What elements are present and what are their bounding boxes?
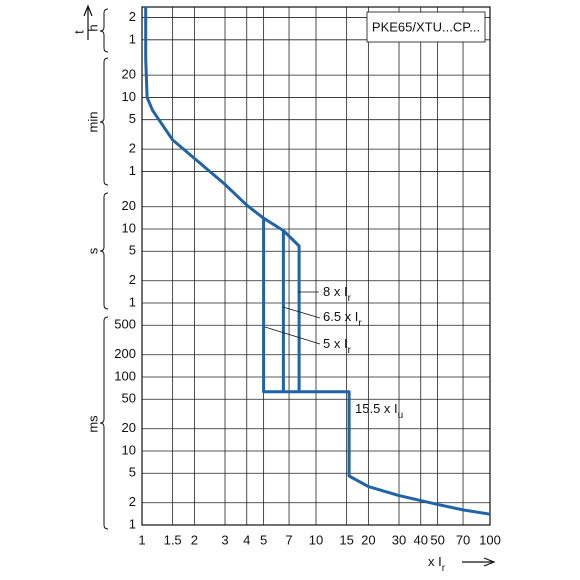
- y-tick-label: 1: [129, 163, 136, 178]
- y-tick-label: 2: [129, 9, 136, 24]
- brace: [99, 57, 109, 186]
- x-tick-label: 3: [221, 532, 228, 547]
- annotation: 5 x Ir: [323, 336, 352, 355]
- curve: [144, 7, 491, 516]
- brace: [99, 8, 109, 53]
- x-axis-label: x Ir: [428, 554, 446, 573]
- x-tick-label: 30: [392, 532, 406, 547]
- unit-label: ms: [85, 415, 100, 433]
- y-tick-label: 100: [114, 368, 136, 383]
- x-tick-label: 1: [138, 532, 145, 547]
- y-tick-label: 2: [129, 494, 136, 509]
- unit-label: h: [85, 24, 100, 31]
- y-tick-label: 1: [129, 294, 136, 309]
- y-tick-label: 2: [129, 141, 136, 156]
- annotation-text: 8 x I: [323, 284, 348, 299]
- unit-label: min: [85, 112, 100, 133]
- annotation-text: 5 x I: [323, 336, 348, 351]
- x-axis-label-text: x I: [428, 554, 442, 569]
- x-tick-label: 2: [191, 532, 198, 547]
- x-tick-label: 15: [339, 532, 353, 547]
- y-axis-arrow: [83, 4, 93, 40]
- y-tick-label: 20: [122, 67, 136, 82]
- annotation-text: 15.5 x I: [355, 401, 398, 416]
- annotation: 15.5 x Iu: [355, 401, 403, 420]
- x-tick-label: 20: [361, 532, 375, 547]
- annotation: 8 x Ir: [323, 284, 352, 303]
- annotation-leader: [282, 306, 321, 319]
- x-tick-label: 1.5: [164, 532, 182, 547]
- annotation-text: 6.5 x I: [323, 309, 358, 324]
- x-tick-label: 70: [456, 532, 470, 547]
- y-tick-label: 200: [114, 346, 136, 361]
- annotation-sub: r: [358, 318, 362, 329]
- y-tick-label: 20: [122, 198, 136, 213]
- unit-label: s: [85, 247, 100, 254]
- x-tick-label: 40: [414, 532, 428, 547]
- grid: [141, 7, 491, 526]
- annotation-sub: u: [398, 410, 404, 421]
- x-tick-label: 10: [309, 532, 323, 547]
- brace: [99, 316, 109, 530]
- x-tick-label: 100: [479, 532, 501, 547]
- y-tick-label: 1: [129, 516, 136, 531]
- y-tick-label: 5: [129, 111, 136, 126]
- annotation-sub: r: [348, 293, 352, 304]
- x-axis-arrow: [462, 557, 496, 567]
- brace: [99, 192, 109, 310]
- x-axis-label-sub: r: [442, 563, 446, 574]
- title-box: [366, 11, 486, 43]
- y-tick-label: 2: [129, 272, 136, 287]
- y-tick-label: 10: [122, 89, 136, 104]
- annotation-leader: [264, 326, 321, 345]
- x-tick-label: 4: [243, 532, 250, 547]
- y-tick-label: 20: [122, 420, 136, 435]
- y-axis-label: t: [71, 30, 86, 34]
- x-tick-label: 50: [430, 532, 444, 547]
- y-tick-label: 1: [129, 31, 136, 46]
- y-tick-label: 10: [122, 220, 136, 235]
- x-tick-label: 7: [285, 532, 292, 547]
- plot-frame: [141, 6, 491, 526]
- chart-title: PKE65/XTU...CP...: [372, 19, 480, 34]
- y-tick-label: 500: [114, 317, 136, 332]
- y-tick-label: 5: [129, 243, 136, 258]
- y-tick-label: 5: [129, 465, 136, 480]
- x-tick-label: 5: [260, 532, 267, 547]
- y-tick-label: 50: [122, 391, 136, 406]
- annotation: 6.5 x Ir: [323, 309, 362, 328]
- y-tick-label: 10: [122, 442, 136, 457]
- annotation-sub: r: [348, 345, 352, 356]
